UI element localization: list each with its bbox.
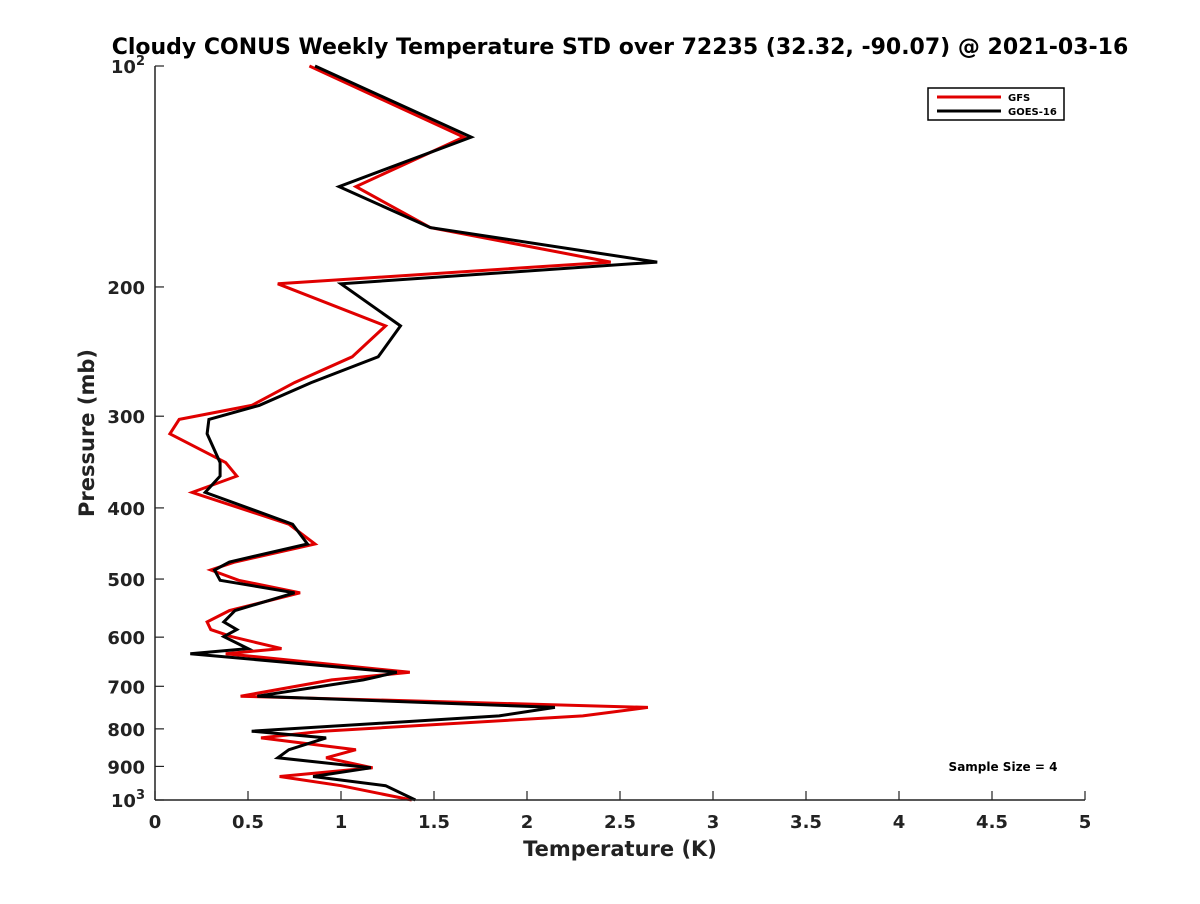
sample-size-annotation: Sample Size = 4	[949, 760, 1058, 774]
legend-label-1: GFS	[1008, 93, 1030, 104]
x-tick-label: 1.5	[418, 812, 450, 833]
y-tick-label: 103	[111, 788, 145, 812]
x-tick-label: 0	[149, 812, 162, 833]
legend-box	[927, 87, 1065, 121]
legend: GFS GOES-16	[927, 87, 1065, 121]
x-tick-label: 2.5	[604, 812, 636, 833]
x-tick-label: 2	[521, 812, 534, 833]
y-tick-label: 102	[111, 54, 145, 78]
x-axis-label: Temperature (K)	[523, 837, 717, 861]
x-tick-label: 0.5	[232, 812, 264, 833]
plot-area	[167, 64, 658, 802]
y-tick-exponent: 2	[136, 54, 145, 69]
y-tick-base: 10	[111, 57, 136, 78]
x-tick-label: 1	[335, 812, 348, 833]
axes: 0 0.5 1 1.5 2 2.5 3 3.5 4 4.5 51022003004005006007…	[107, 54, 1091, 833]
x-tick-label: 3.5	[790, 812, 822, 833]
y-tick-base: 10	[111, 791, 136, 812]
y-tick-label: 300	[107, 407, 145, 428]
x-tick-label: 4	[893, 812, 906, 833]
chart-title: Cloudy CONUS Weekly Temperature STD over…	[112, 35, 1129, 60]
y-tick-label: 200	[107, 278, 145, 299]
series-line-2	[190, 64, 658, 802]
y-axis-label: Pressure (mb)	[75, 349, 99, 517]
x-tick-label: 4.5	[976, 812, 1008, 833]
y-tick-label: 500	[107, 570, 145, 591]
y-tick-exponent: 3	[136, 788, 145, 803]
y-tick-label: 600	[107, 628, 145, 649]
x-tick-label: 3	[707, 812, 720, 833]
y-tick-label: 800	[107, 720, 145, 741]
x-tick-label: 5	[1079, 812, 1092, 833]
y-tick-label: 700	[107, 677, 145, 698]
y-tick-label: 400	[107, 499, 145, 520]
legend-label-2: GOES-16	[1008, 107, 1057, 118]
y-tick-label: 900	[107, 757, 145, 778]
series-line-1	[167, 64, 649, 802]
